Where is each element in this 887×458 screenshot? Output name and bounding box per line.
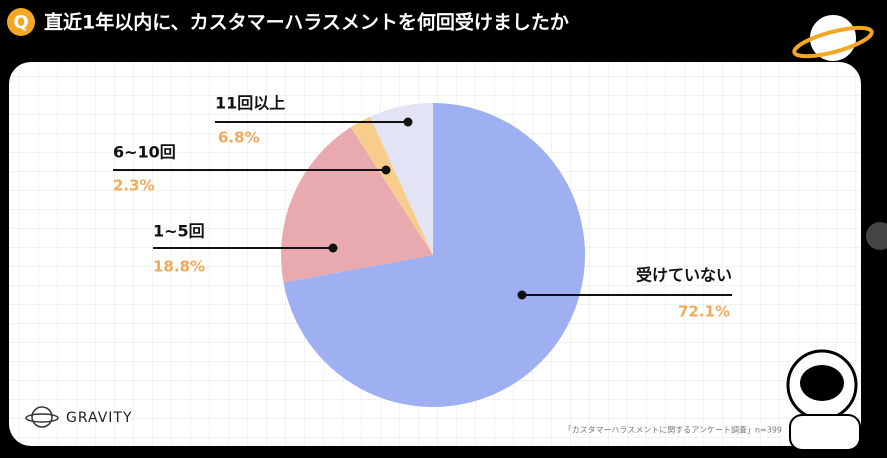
chart-title: 直近1年以内に、カスタマーハラスメントを何回受けましたか: [44, 11, 569, 34]
pie-slice: [370, 103, 433, 255]
slice-label: 受けていない: [636, 266, 732, 285]
slice-label: 11回以上: [215, 94, 285, 113]
leader-dot: [403, 117, 413, 127]
astronaut-decoration: [786, 349, 861, 451]
q-letter: Q: [13, 12, 28, 33]
slice-value: 18.8%: [153, 258, 205, 276]
slice-label: 6~10回: [113, 143, 176, 162]
side-button: [866, 222, 887, 250]
leader-dot: [517, 290, 527, 300]
slice-value: 72.1%: [678, 303, 730, 321]
q-badge: [7, 8, 35, 36]
slice-value: 2.3%: [113, 177, 155, 195]
brand-logo: [25, 406, 59, 428]
leader-dot: [381, 165, 391, 175]
source-note: 「カスタマーハラスメントに関する​アンケート調査」n=399: [564, 425, 782, 435]
pie-slice: [283, 103, 585, 407]
leader-dot: [328, 243, 338, 253]
brand-name: GRAVITY: [66, 410, 133, 426]
planet-decoration: [792, 13, 874, 63]
pie-slice: [280, 127, 433, 283]
pie-slice: [350, 116, 433, 255]
slice-value: 6.8%: [218, 129, 260, 147]
slice-label: 1~5回: [153, 222, 205, 241]
